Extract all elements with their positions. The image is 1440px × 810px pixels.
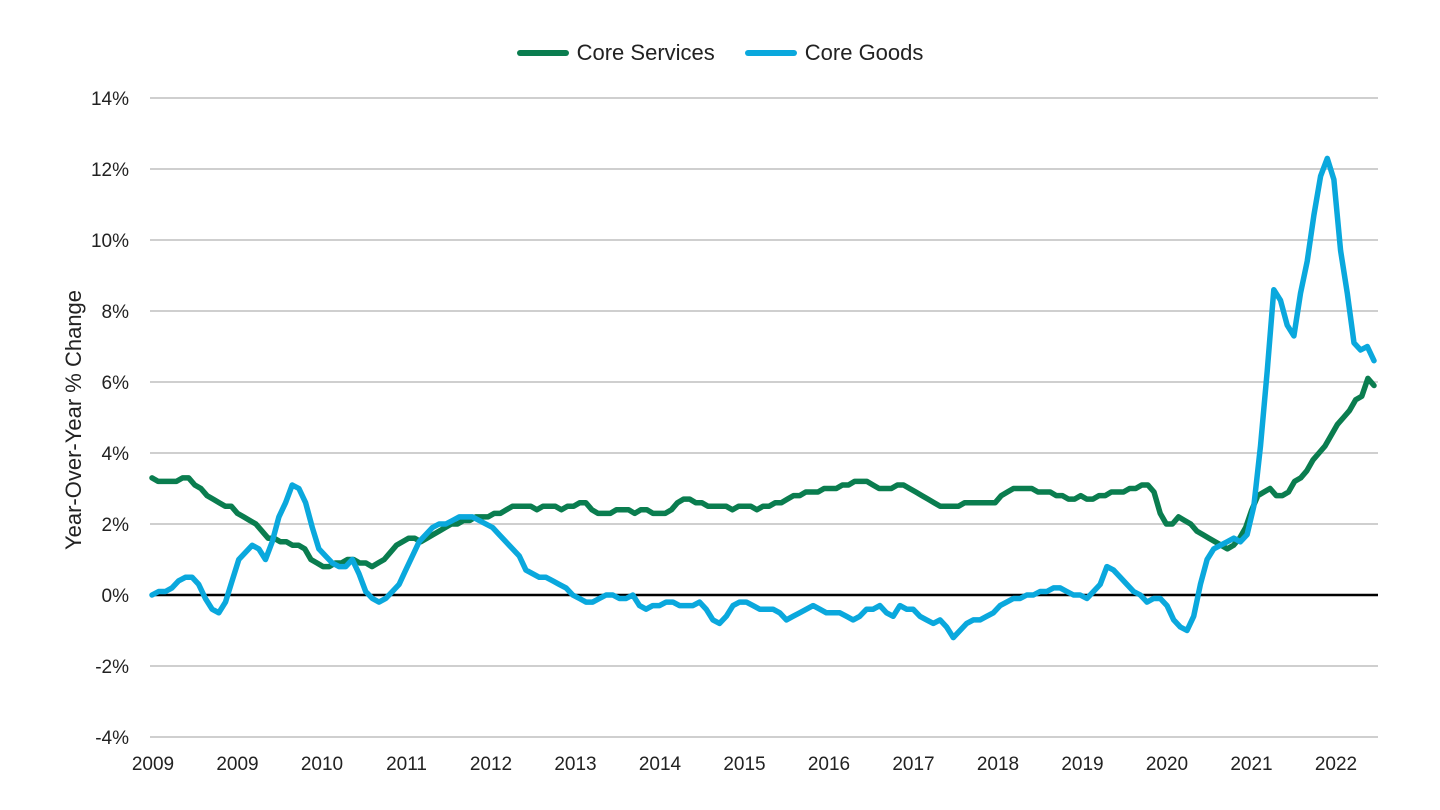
- x-tick-label: 2020: [1146, 754, 1188, 775]
- x-tick-label: 2018: [977, 754, 1019, 775]
- series-line-core-services: [149, 375, 1377, 570]
- x-tick-label: 2012: [470, 754, 512, 775]
- y-tick-label: -4%: [95, 728, 129, 749]
- y-tick-label: 2%: [102, 515, 130, 536]
- legend-swatch-core-goods: [744, 50, 797, 56]
- series-line-core-goods: [149, 155, 1377, 641]
- legend-swatch-core-services: [516, 50, 569, 56]
- x-tick-label: 2010: [301, 754, 343, 775]
- y-tick-label: 12%: [91, 160, 129, 181]
- y-tick-label: 4%: [102, 444, 130, 465]
- x-tick-label: 2019: [1061, 754, 1103, 775]
- x-tick-label: 2015: [723, 754, 765, 775]
- y-tick-label: 6%: [102, 373, 130, 394]
- legend: Core Services Core Goods: [0, 40, 1440, 66]
- x-tick-label: 2014: [639, 754, 682, 775]
- x-tick-label: 2021: [1230, 754, 1272, 775]
- x-tick-label: 2022: [1315, 754, 1357, 775]
- legend-label-core-services: Core Services: [576, 40, 715, 65]
- x-tick-label: 2013: [554, 754, 596, 775]
- y-tick-label: 10%: [91, 231, 129, 252]
- legend-item-core-goods: Core Goods: [744, 40, 924, 66]
- legend-item-core-services: Core Services: [516, 40, 715, 66]
- x-tick-label: 2009: [132, 754, 174, 775]
- y-tick-label: 8%: [102, 302, 130, 323]
- y-tick-label: -2%: [95, 657, 129, 678]
- y-tick-label: 0%: [102, 586, 130, 607]
- x-tick-label: 2009: [216, 754, 258, 775]
- x-tick-label: 2017: [892, 754, 934, 775]
- x-tick-label: 2011: [386, 754, 427, 775]
- x-tick-label: 2016: [808, 754, 850, 775]
- y-tick-label: 14%: [91, 89, 129, 110]
- legend-label-core-goods: Core Goods: [804, 40, 924, 65]
